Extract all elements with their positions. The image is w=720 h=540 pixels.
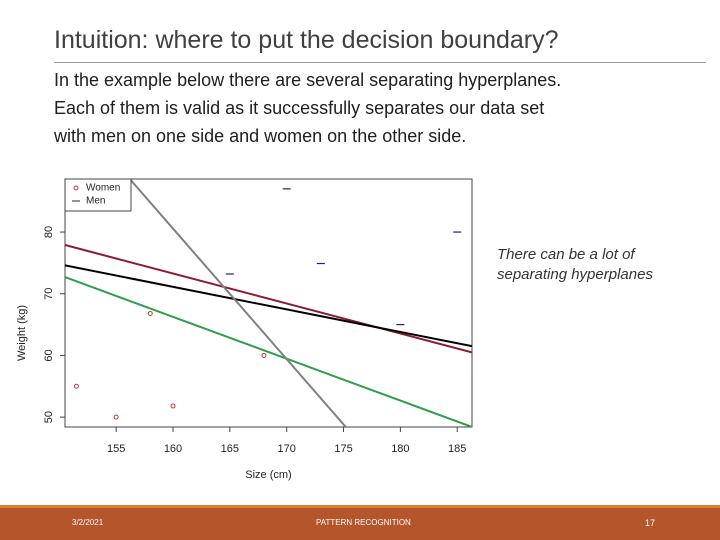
- women-point: [113, 414, 119, 420]
- body-line: with men on one side and women on the ot…: [54, 126, 467, 146]
- x-tick-label: 155: [107, 443, 125, 455]
- y-tick-label: 70: [43, 288, 55, 300]
- plot-lines: [65, 179, 472, 427]
- x-tick-label: 180: [391, 443, 409, 455]
- page-number: 17: [645, 518, 656, 528]
- legend-label: Men: [86, 196, 105, 207]
- women-point: [261, 352, 267, 358]
- title-rule: [54, 62, 706, 63]
- slide-title: Intuition: where to put the decision bou…: [54, 26, 559, 54]
- chart: 155 160 165 170 175 180 185 50 60 70 80 Size (cm) We…: [16, 178, 473, 481]
- x-axis-label: Size (cm): [245, 469, 291, 481]
- body-line: Each of them is valid as it successfully…: [54, 98, 545, 118]
- legend-marker: [73, 185, 79, 191]
- y-tick-label: 60: [43, 349, 55, 361]
- boundary-line: [65, 276, 472, 427]
- y-tick-label: 80: [43, 226, 55, 238]
- women-point: [73, 383, 79, 389]
- x-tick-label: 170: [278, 443, 296, 455]
- body-line: In the example below there are several s…: [54, 70, 562, 90]
- boundary-line: [129, 179, 347, 427]
- x-tick-label: 185: [448, 443, 466, 455]
- y-tick-label: 50: [43, 411, 55, 423]
- footer-date: 3/2/2021: [72, 518, 104, 527]
- note-line: There can be a lot of: [497, 246, 635, 263]
- legend-box: [64, 178, 132, 212]
- y-axis-label: Weight (kg): [16, 305, 28, 361]
- boundary-line: [65, 244, 472, 354]
- note-line: separating hyperplanes: [497, 266, 653, 283]
- x-tick-label: 160: [164, 443, 182, 455]
- footer-bar: [0, 505, 720, 540]
- footer-center: PATTERN RECOGNITION: [316, 518, 411, 527]
- plot-frame: [64, 178, 473, 428]
- x-tick-label: 165: [221, 443, 239, 455]
- x-tick-label: 175: [334, 443, 352, 455]
- women-point: [147, 310, 153, 316]
- women-point: [170, 403, 176, 409]
- legend-label: Women: [86, 183, 120, 194]
- boundary-line: [65, 264, 472, 348]
